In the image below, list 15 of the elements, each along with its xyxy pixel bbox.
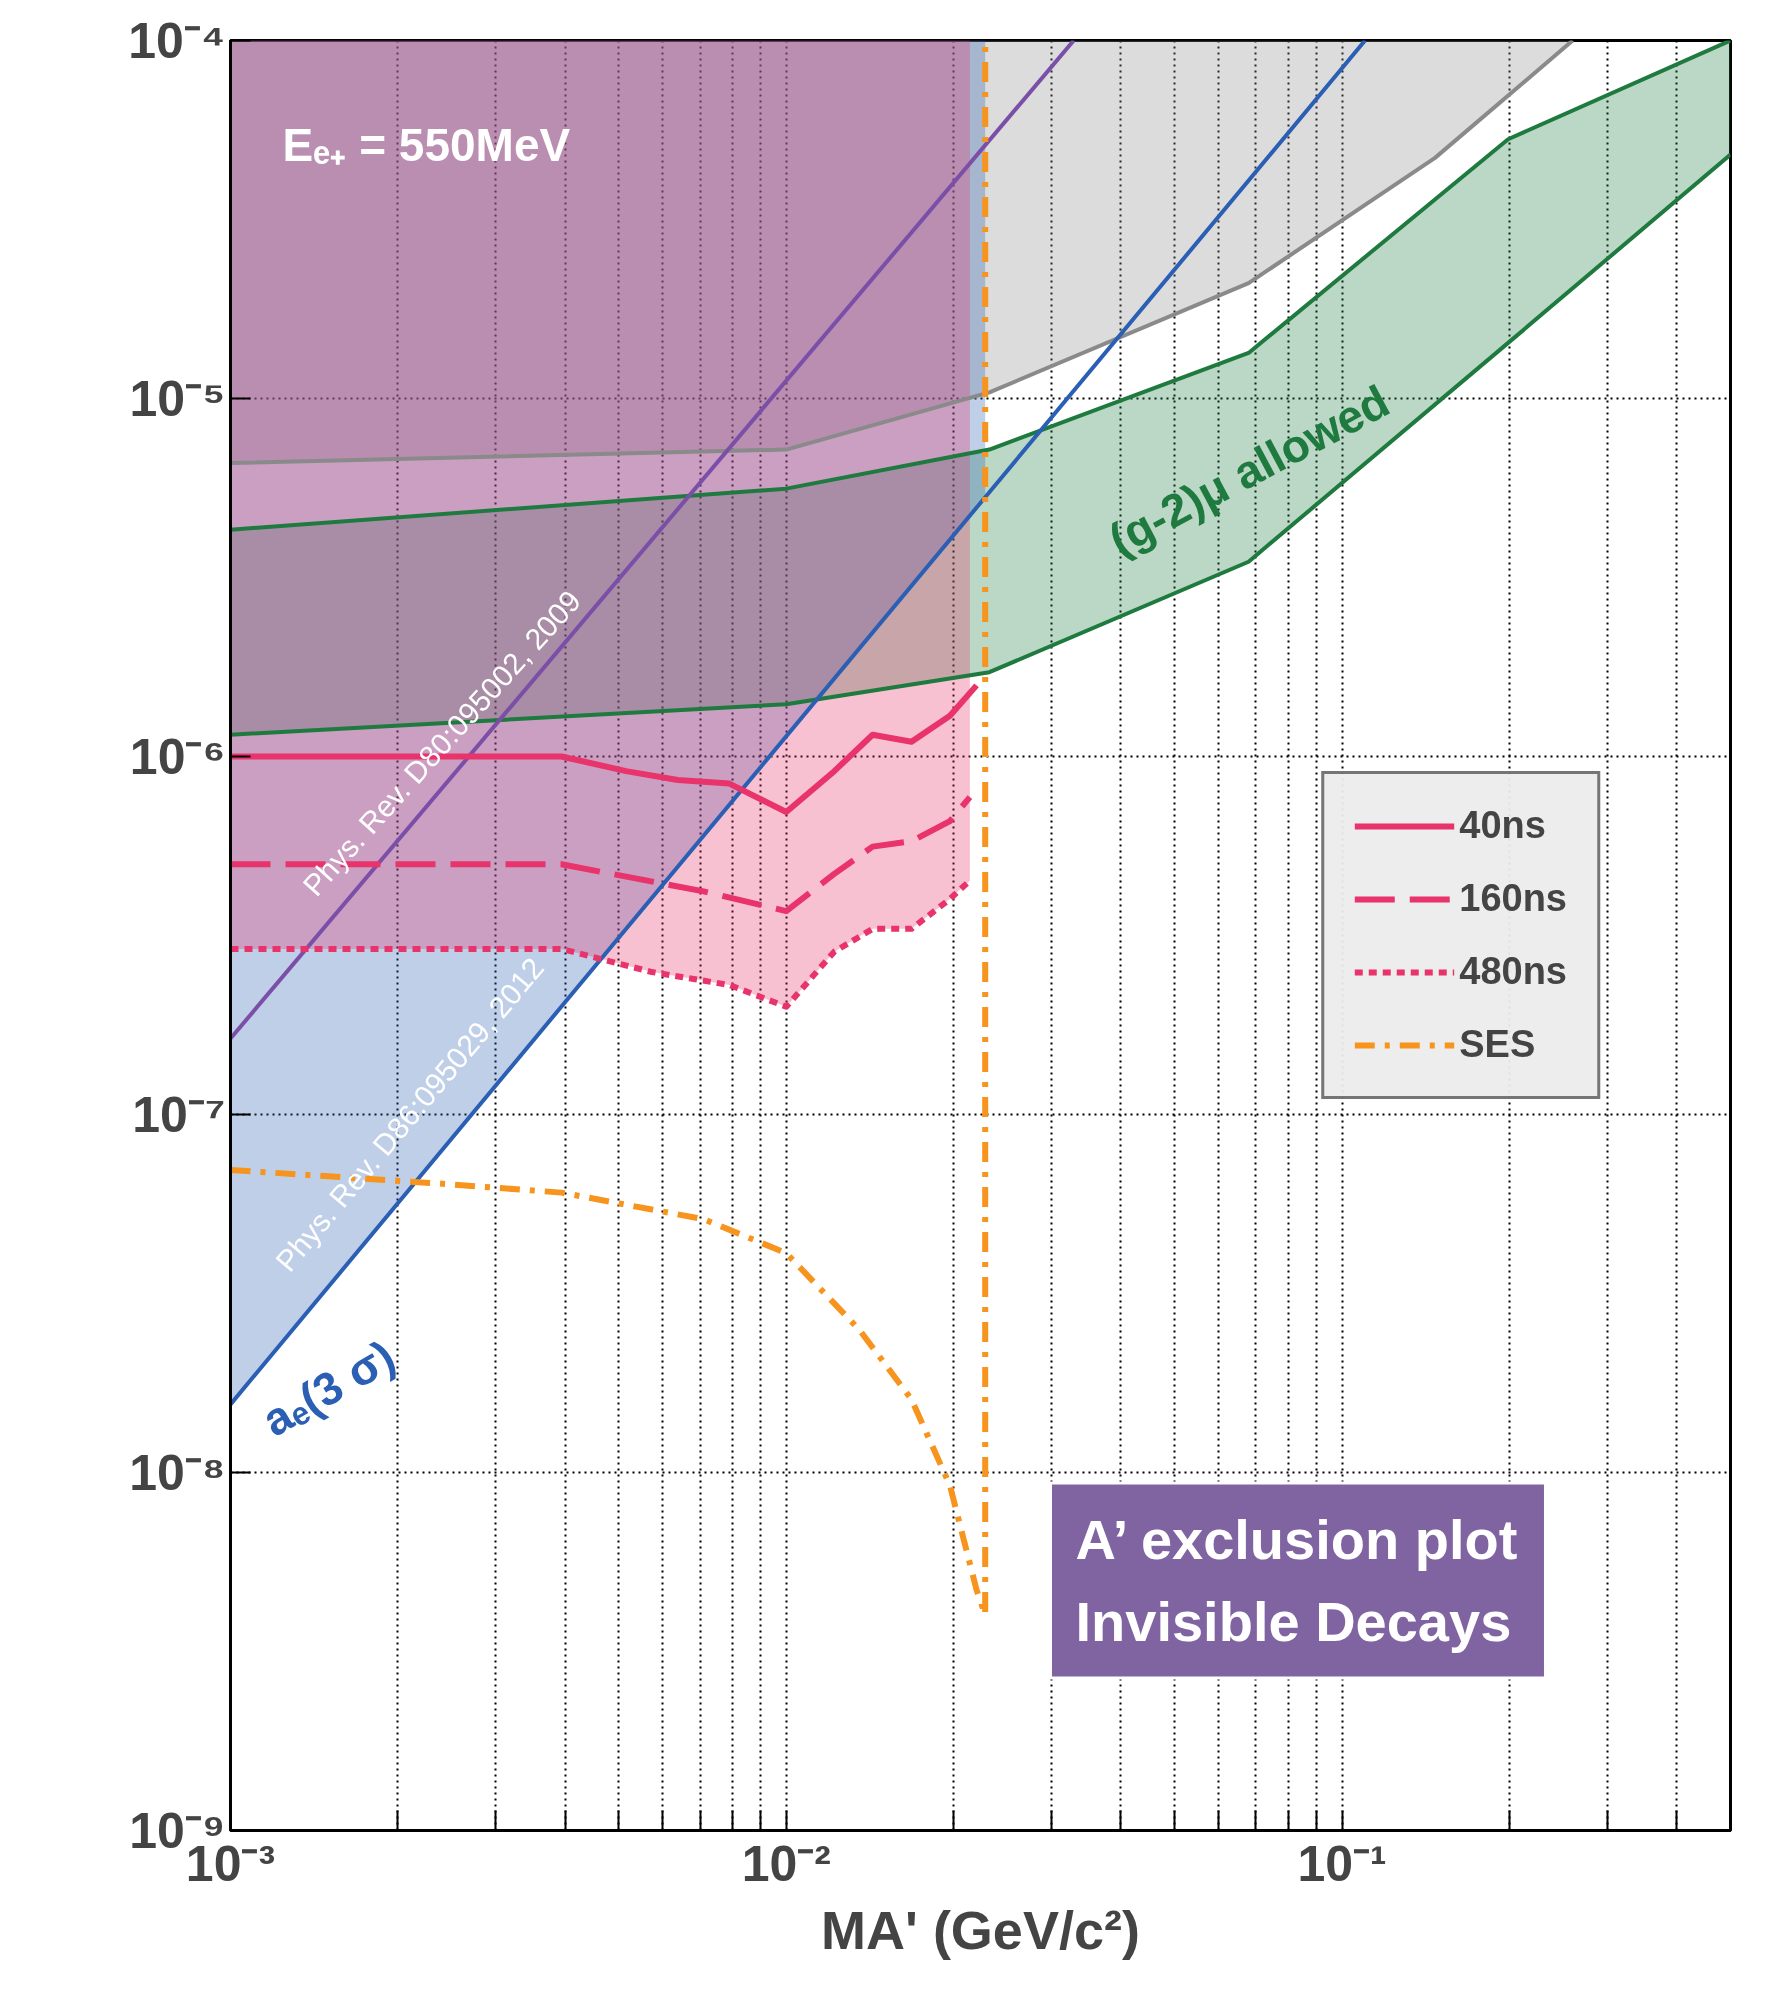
y-tick-label: 10⁻⁵ [129,370,226,427]
legend-label: 160ns [1459,877,1567,920]
x-axis-title: MA' (GeV/c²) [821,1899,1140,1960]
x-tick-label: 10⁻¹ [1297,1835,1387,1892]
annotation: Eₑ₊ = 550MeV [282,119,571,172]
legend-label: SES [1459,1023,1536,1066]
annotation: aₑ(3 σ) [253,1329,404,1447]
y-tick-label: 10⁻⁴ [128,12,226,69]
y-tick-label: 10⁻⁷ [132,1086,226,1143]
y-tick-label: 10⁻⁸ [129,1444,226,1501]
x-tick-label: 10⁻² [741,1835,831,1892]
annotation: A’ exclusion plot Invisible Decays [1075,1508,1518,1653]
y-tick-label: 10⁻⁶ [129,728,226,785]
legend-label: 480ns [1459,950,1567,993]
legend-label: 40ns [1459,804,1546,847]
